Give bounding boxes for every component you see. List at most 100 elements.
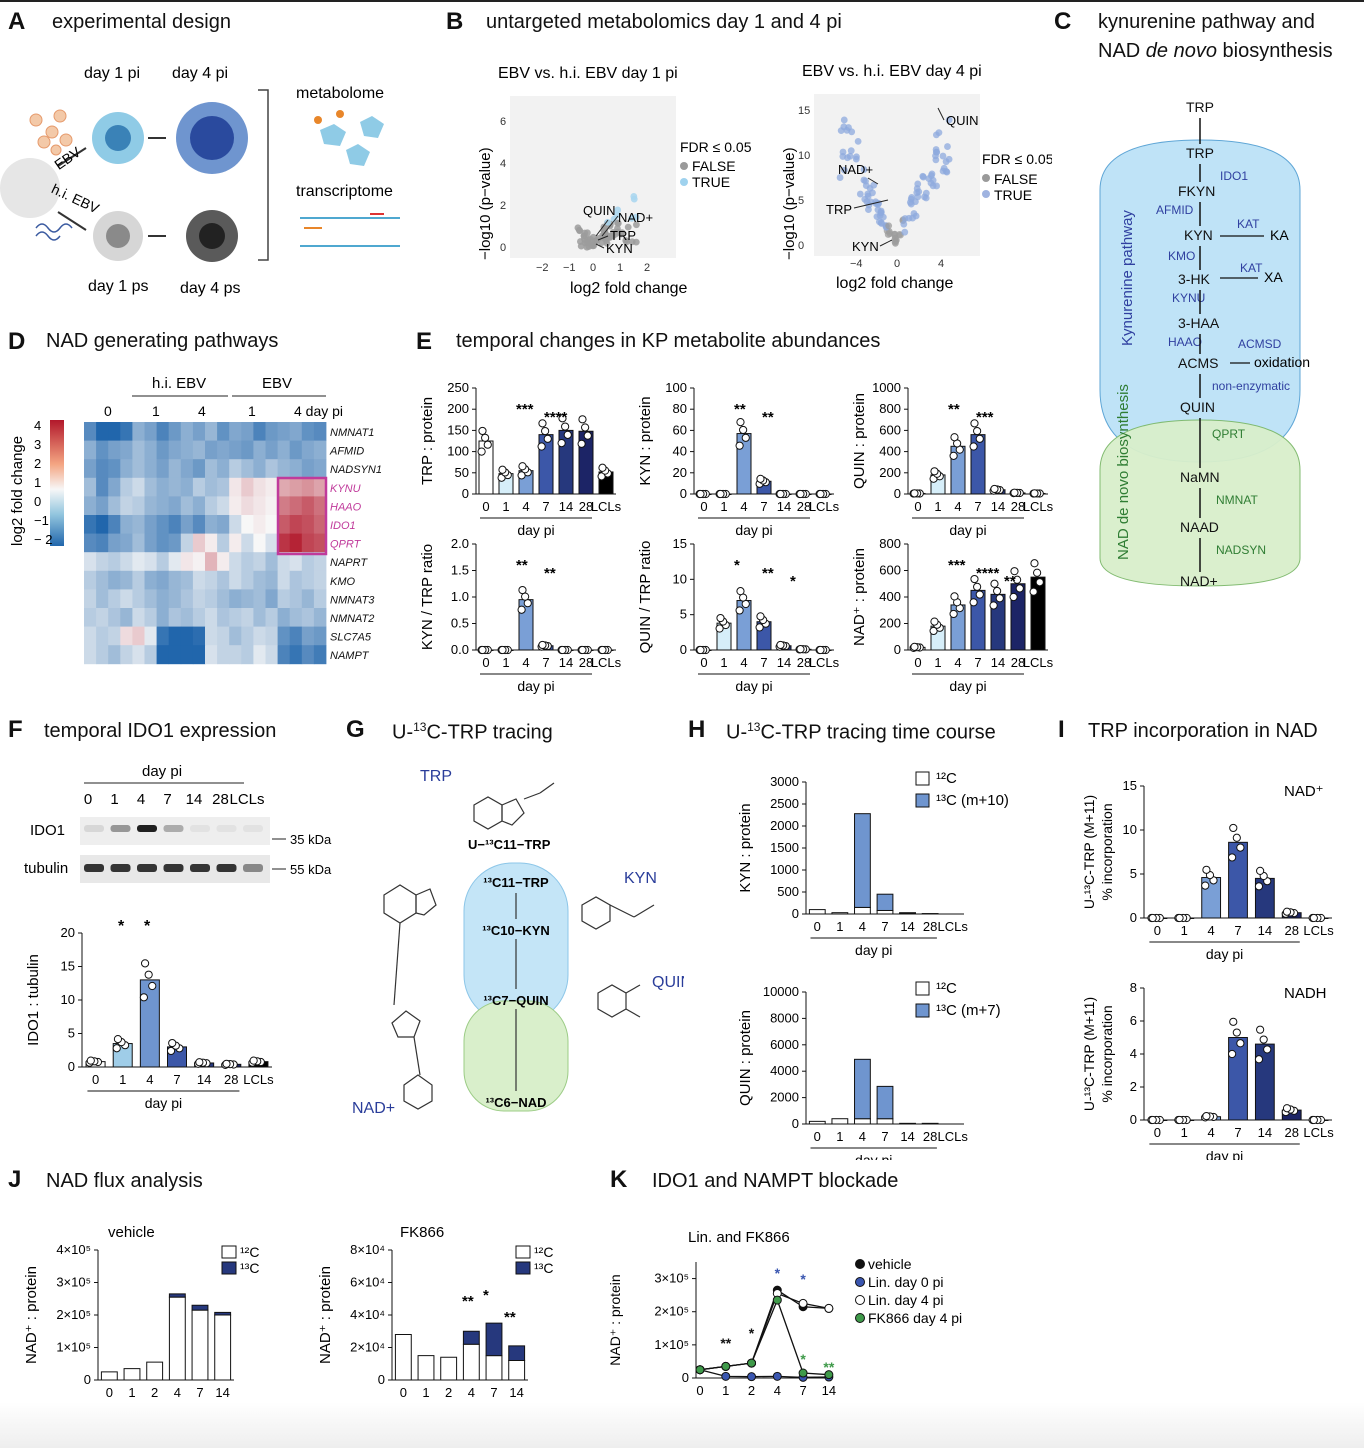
heatmap-cell <box>241 533 254 553</box>
heatmap-cell <box>84 422 97 441</box>
enzyme-kmo: KMO <box>1168 249 1195 263</box>
data-point <box>1148 913 1157 923</box>
y-tick-label: 5 <box>68 1026 75 1041</box>
data-point <box>144 970 153 979</box>
heatmap-cell <box>229 626 242 646</box>
heatmap-cell <box>229 477 242 497</box>
k-subtitle: Lin. and FK866 <box>688 1229 790 1246</box>
x-tick-label: 7 <box>974 655 981 670</box>
y-tick-label: 2×10⁴ <box>350 1340 385 1355</box>
data-point <box>543 434 552 443</box>
data-point <box>577 439 586 448</box>
gene-label-kmo: KMO <box>330 576 356 588</box>
heatmap-cell <box>108 477 121 497</box>
x-tick-label: 0 <box>914 499 921 514</box>
heatmap-cell <box>229 440 242 460</box>
data-point <box>249 1056 258 1065</box>
data-point <box>1015 584 1024 593</box>
y-axis-label: KYN : protein <box>637 396 654 485</box>
volcano-ticks: −2 −1 0 1 2 0 2 4 6 −4 0 4 0 5 10 15 <box>500 105 944 274</box>
bar <box>485 1355 503 1381</box>
volcano-right-point <box>900 220 908 228</box>
metabolite-naad: NAAD <box>1180 519 1219 535</box>
arrow-hiebv <box>57 211 87 231</box>
volcano-left-ylabel: −log10 (p−value) <box>477 147 494 260</box>
top-border <box>0 0 1364 2</box>
data-point <box>538 419 547 428</box>
y-tick-label: 0.0 <box>451 642 469 657</box>
heatmap-cell <box>168 533 182 553</box>
legend-label: ¹²C <box>936 980 957 997</box>
x-tick-label: 7 <box>881 1129 888 1144</box>
legend-label: ¹²C <box>240 1244 259 1260</box>
x-tick-label: 0 <box>482 655 489 670</box>
lane-label: 28 <box>212 791 229 808</box>
data-point <box>1175 1115 1184 1125</box>
band-ido1 <box>84 825 104 832</box>
heatmap-cell <box>156 645 170 665</box>
heatmap-cell <box>241 477 254 497</box>
legend-swatch <box>221 1245 237 1259</box>
heatmap-cell <box>96 422 109 441</box>
metabolite-3hk: 3-HK <box>1178 271 1211 287</box>
heatmap-group-hiebv: h.i. EBV <box>152 375 206 392</box>
data-point <box>139 993 148 1002</box>
blot-daypi: day pi <box>142 763 182 780</box>
heatmap-cell <box>156 626 170 646</box>
significance-marker: **** <box>976 565 1000 582</box>
volcano-right-point <box>932 152 939 160</box>
enzyme-qprt: QPRT <box>1212 427 1246 441</box>
heatmap-cell <box>84 459 97 479</box>
y-tick-label: 0 <box>84 1372 91 1387</box>
volcano-right-point <box>944 143 951 150</box>
gene-label-naprt: NAPRT <box>330 557 368 569</box>
volcano-right-point <box>932 131 940 139</box>
heatmap-cell <box>180 570 194 590</box>
volcano-right-label-kyn: KYN <box>852 239 879 254</box>
data-point <box>1009 592 1018 602</box>
significance-marker: * <box>800 1351 806 1367</box>
legend-swatch <box>915 1003 930 1018</box>
label-metabolome: metabolome <box>296 85 384 102</box>
y-tick-label: 2×10⁵ <box>56 1307 91 1322</box>
heatmap-cell <box>301 589 315 609</box>
lane-label: 7 <box>163 791 171 808</box>
bar <box>854 1118 871 1125</box>
color-scale-ticks: 4 3 2 1 0 −1 − 2 <box>34 418 52 547</box>
data-point <box>1282 1104 1292 1113</box>
y-tick-label: 10 <box>1123 822 1137 837</box>
volcano-left-point <box>590 237 598 245</box>
volcano-right-point <box>906 199 914 206</box>
heatmap-cell <box>180 440 194 460</box>
heatmap-cell <box>265 570 278 590</box>
heatmap-cell <box>265 552 278 572</box>
x-tick-label: 0 <box>914 655 921 670</box>
bar <box>168 1293 186 1298</box>
x-tick-label: 1 <box>934 499 941 514</box>
pathway-metabolites: TRP TRP FKYN KYN 3-HK 3-HAA ACMS QUIN NaMN NAAD NA… <box>1178 99 1220 589</box>
heatmap-cell <box>156 496 170 516</box>
x-tick-label: 1 <box>1181 923 1188 938</box>
x-tick-label: 7 <box>799 1383 806 1398</box>
color-scale-label: log2 fold change <box>9 436 26 546</box>
heatmap-gene-labels: NMNAT1 AFMID NADSYN1 KYNU HAAO IDO1 QPRT NAPRT K… <box>329 427 382 662</box>
x-tick-label: 7 <box>1234 1125 1241 1140</box>
x-tick-label: LCLs <box>591 499 622 514</box>
data-point <box>1229 823 1238 833</box>
scale-tick: 2 <box>34 456 41 471</box>
x-tick-label: 0 <box>400 1385 407 1400</box>
band-ido1 <box>110 825 131 832</box>
heatmap-cell <box>253 626 266 646</box>
scale-tick: 1 <box>34 475 41 490</box>
heatmap-cell <box>289 589 303 609</box>
significance-marker: *** <box>948 557 966 574</box>
heatmap-cell <box>156 589 170 609</box>
x-tick-label: LCLs <box>591 655 622 670</box>
kda-35: 35 kDa <box>290 832 332 847</box>
heatmap-cell <box>156 533 170 553</box>
heatmap-cell <box>217 515 230 534</box>
y-tick-label: 1000 <box>872 380 901 395</box>
heatmap-cell <box>301 570 315 590</box>
heatmap-cell <box>217 422 230 441</box>
